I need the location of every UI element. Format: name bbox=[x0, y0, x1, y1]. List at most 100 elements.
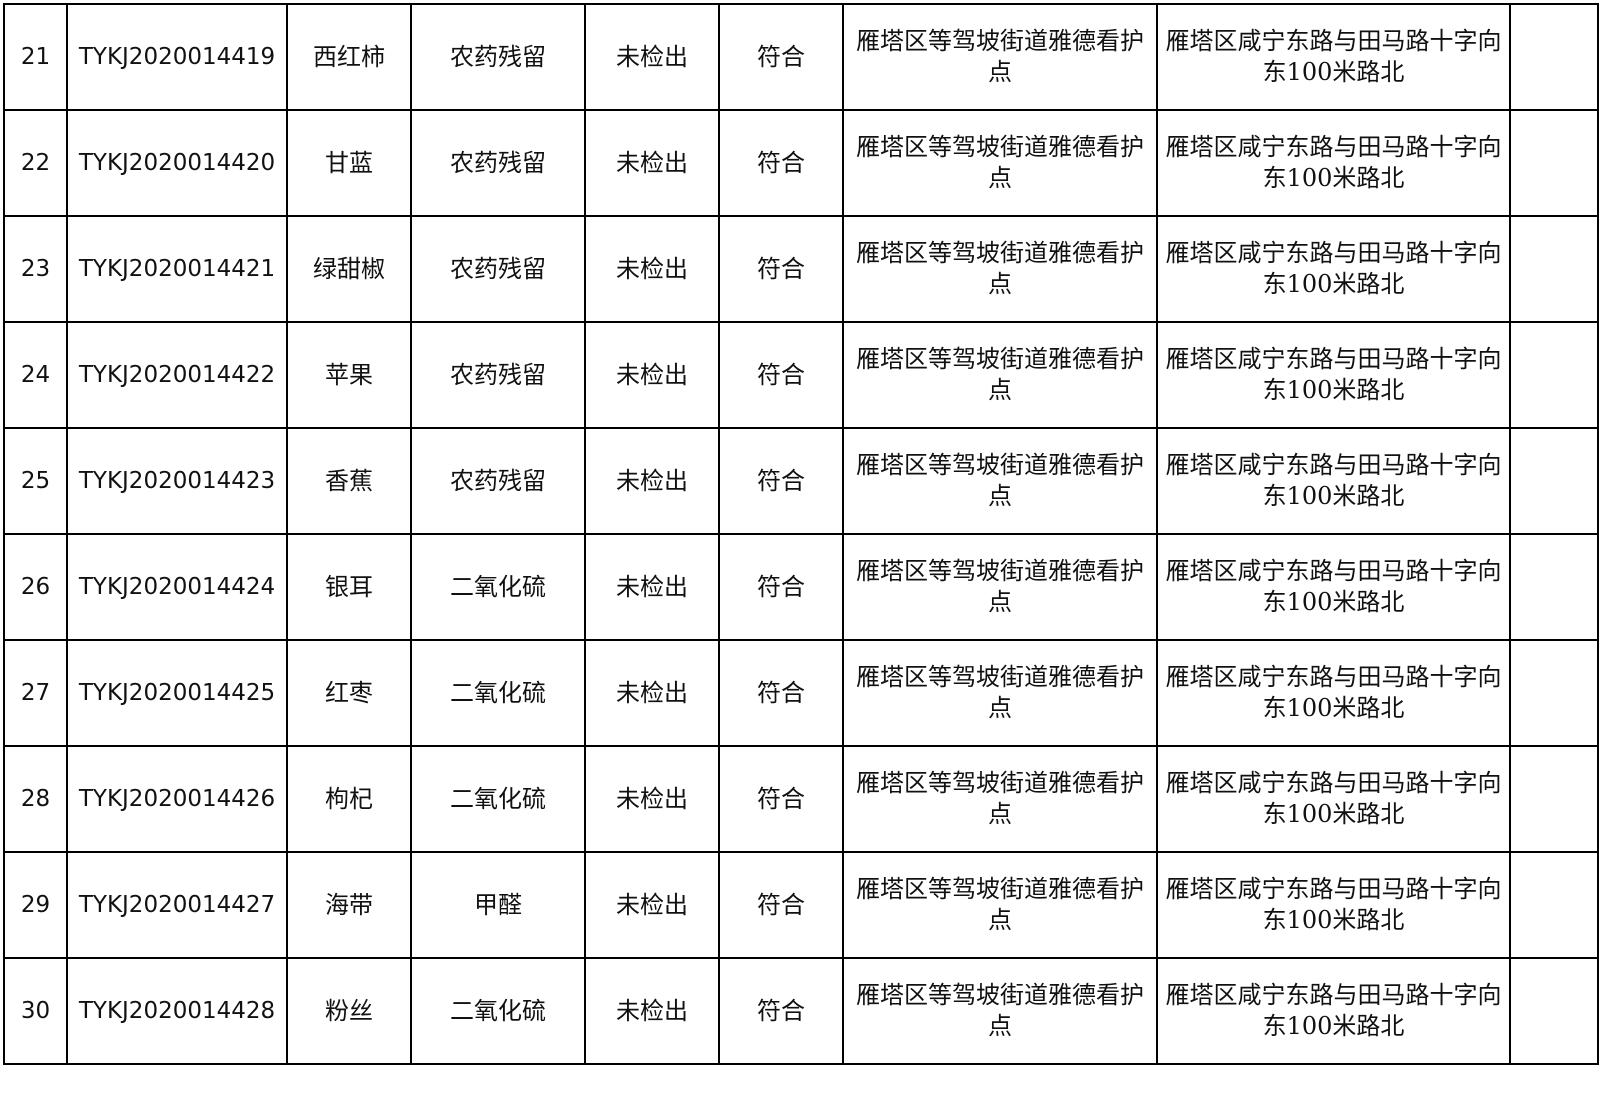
table-row: 24 TYKJ2020014422 苹果 农药残留 未检出 符合 雁塔区等驾坡街道雅德看护点… bbox=[3, 321, 1599, 429]
sampling-unit-cell: 雁塔区等驾坡街道雅德看护点 bbox=[842, 215, 1158, 323]
test-result-cell: 未检出 bbox=[584, 957, 720, 1065]
sample-name-cell: 红枣 bbox=[286, 639, 412, 747]
table-row: 30 TYKJ2020014428 粉丝 二氧化硫 未检出 符合 雁塔区等驾坡街道雅德看护点… bbox=[3, 957, 1599, 1065]
address-cell: 雁塔区咸宁东路与田马路十字向东100米路北 bbox=[1156, 109, 1511, 217]
address-cell: 雁塔区咸宁东路与田马路十字向东100米路北 bbox=[1156, 3, 1511, 111]
sample-code-cell: TYKJ2020014424 bbox=[66, 533, 288, 641]
remark-cell bbox=[1509, 215, 1599, 323]
sampling-unit-cell: 雁塔区等驾坡街道雅德看护点 bbox=[842, 851, 1158, 959]
address-cell: 雁塔区咸宁东路与田马路十字向东100米路北 bbox=[1156, 533, 1511, 641]
row-number-cell: 22 bbox=[3, 109, 68, 217]
test-item-cell: 农药残留 bbox=[410, 215, 586, 323]
test-item-cell: 二氧化硫 bbox=[410, 533, 586, 641]
test-result-cell: 未检出 bbox=[584, 3, 720, 111]
test-result-cell: 未检出 bbox=[584, 851, 720, 959]
test-result-cell: 未检出 bbox=[584, 639, 720, 747]
verdict-cell: 符合 bbox=[718, 533, 844, 641]
test-item-cell: 农药残留 bbox=[410, 427, 586, 535]
sample-code-cell: TYKJ2020014420 bbox=[66, 109, 288, 217]
table-row: 26 TYKJ2020014424 银耳 二氧化硫 未检出 符合 雁塔区等驾坡街道雅德看护点… bbox=[3, 533, 1599, 641]
test-item-cell: 二氧化硫 bbox=[410, 957, 586, 1065]
verdict-cell: 符合 bbox=[718, 109, 844, 217]
test-item-cell: 二氧化硫 bbox=[410, 639, 586, 747]
row-number-cell: 29 bbox=[3, 851, 68, 959]
address-cell: 雁塔区咸宁东路与田马路十字向东100米路北 bbox=[1156, 215, 1511, 323]
row-number-cell: 21 bbox=[3, 3, 68, 111]
sample-name-cell: 西红柿 bbox=[286, 3, 412, 111]
verdict-cell: 符合 bbox=[718, 957, 844, 1065]
table-row: 21 TYKJ2020014419 西红柿 农药残留 未检出 符合 雁塔区等驾坡街道雅德看护… bbox=[3, 3, 1599, 111]
remark-cell bbox=[1509, 3, 1599, 111]
remark-cell bbox=[1509, 745, 1599, 853]
sample-code-cell: TYKJ2020014423 bbox=[66, 427, 288, 535]
test-item-cell: 农药残留 bbox=[410, 321, 586, 429]
sample-code-cell: TYKJ2020014419 bbox=[66, 3, 288, 111]
sampling-unit-cell: 雁塔区等驾坡街道雅德看护点 bbox=[842, 109, 1158, 217]
remark-cell bbox=[1509, 427, 1599, 535]
verdict-cell: 符合 bbox=[718, 427, 844, 535]
sample-name-cell: 银耳 bbox=[286, 533, 412, 641]
sample-code-cell: TYKJ2020014426 bbox=[66, 745, 288, 853]
verdict-cell: 符合 bbox=[718, 321, 844, 429]
remark-cell bbox=[1509, 639, 1599, 747]
test-item-cell: 二氧化硫 bbox=[410, 745, 586, 853]
inspection-results-table: 21 TYKJ2020014419 西红柿 农药残留 未检出 符合 雁塔区等驾坡街道雅德看护… bbox=[3, 3, 1599, 1065]
table-row: 23 TYKJ2020014421 绿甜椒 农药残留 未检出 符合 雁塔区等驾坡街道雅德看护… bbox=[3, 215, 1599, 323]
row-number-cell: 23 bbox=[3, 215, 68, 323]
sample-name-cell: 香蕉 bbox=[286, 427, 412, 535]
address-cell: 雁塔区咸宁东路与田马路十字向东100米路北 bbox=[1156, 851, 1511, 959]
sampling-unit-cell: 雁塔区等驾坡街道雅德看护点 bbox=[842, 3, 1158, 111]
sample-code-cell: TYKJ2020014425 bbox=[66, 639, 288, 747]
sample-name-cell: 粉丝 bbox=[286, 957, 412, 1065]
row-number-cell: 30 bbox=[3, 957, 68, 1065]
test-result-cell: 未检出 bbox=[584, 215, 720, 323]
test-result-cell: 未检出 bbox=[584, 745, 720, 853]
test-item-cell: 农药残留 bbox=[410, 3, 586, 111]
table-row: 22 TYKJ2020014420 甘蓝 农药残留 未检出 符合 雁塔区等驾坡街道雅德看护点… bbox=[3, 109, 1599, 217]
test-result-cell: 未检出 bbox=[584, 109, 720, 217]
test-result-cell: 未检出 bbox=[584, 533, 720, 641]
row-number-cell: 26 bbox=[3, 533, 68, 641]
table-row: 29 TYKJ2020014427 海带 甲醛 未检出 符合 雁塔区等驾坡街道雅德看护点 雁塔… bbox=[3, 851, 1599, 959]
sample-name-cell: 苹果 bbox=[286, 321, 412, 429]
address-cell: 雁塔区咸宁东路与田马路十字向东100米路北 bbox=[1156, 957, 1511, 1065]
test-item-cell: 农药残留 bbox=[410, 109, 586, 217]
sample-code-cell: TYKJ2020014428 bbox=[66, 957, 288, 1065]
address-cell: 雁塔区咸宁东路与田马路十字向东100米路北 bbox=[1156, 639, 1511, 747]
sample-name-cell: 绿甜椒 bbox=[286, 215, 412, 323]
verdict-cell: 符合 bbox=[718, 3, 844, 111]
sampling-unit-cell: 雁塔区等驾坡街道雅德看护点 bbox=[842, 745, 1158, 853]
sampling-unit-cell: 雁塔区等驾坡街道雅德看护点 bbox=[842, 957, 1158, 1065]
test-result-cell: 未检出 bbox=[584, 321, 720, 429]
table-row: 25 TYKJ2020014423 香蕉 农药残留 未检出 符合 雁塔区等驾坡街道雅德看护点… bbox=[3, 427, 1599, 535]
address-cell: 雁塔区咸宁东路与田马路十字向东100米路北 bbox=[1156, 745, 1511, 853]
sample-code-cell: TYKJ2020014427 bbox=[66, 851, 288, 959]
address-cell: 雁塔区咸宁东路与田马路十字向东100米路北 bbox=[1156, 427, 1511, 535]
remark-cell bbox=[1509, 109, 1599, 217]
sample-code-cell: TYKJ2020014421 bbox=[66, 215, 288, 323]
sample-code-cell: TYKJ2020014422 bbox=[66, 321, 288, 429]
remark-cell bbox=[1509, 957, 1599, 1065]
remark-cell bbox=[1509, 533, 1599, 641]
table-row: 27 TYKJ2020014425 红枣 二氧化硫 未检出 符合 雁塔区等驾坡街道雅德看护点… bbox=[3, 639, 1599, 747]
remark-cell bbox=[1509, 321, 1599, 429]
sample-name-cell: 甘蓝 bbox=[286, 109, 412, 217]
remark-cell bbox=[1509, 851, 1599, 959]
sampling-unit-cell: 雁塔区等驾坡街道雅德看护点 bbox=[842, 639, 1158, 747]
sampling-unit-cell: 雁塔区等驾坡街道雅德看护点 bbox=[842, 427, 1158, 535]
sample-name-cell: 海带 bbox=[286, 851, 412, 959]
verdict-cell: 符合 bbox=[718, 639, 844, 747]
table-row: 28 TYKJ2020014426 枸杞 二氧化硫 未检出 符合 雁塔区等驾坡街道雅德看护点… bbox=[3, 745, 1599, 853]
sampling-unit-cell: 雁塔区等驾坡街道雅德看护点 bbox=[842, 533, 1158, 641]
verdict-cell: 符合 bbox=[718, 215, 844, 323]
row-number-cell: 27 bbox=[3, 639, 68, 747]
verdict-cell: 符合 bbox=[718, 851, 844, 959]
verdict-cell: 符合 bbox=[718, 745, 844, 853]
sampling-unit-cell: 雁塔区等驾坡街道雅德看护点 bbox=[842, 321, 1158, 429]
row-number-cell: 25 bbox=[3, 427, 68, 535]
row-number-cell: 24 bbox=[3, 321, 68, 429]
row-number-cell: 28 bbox=[3, 745, 68, 853]
sample-name-cell: 枸杞 bbox=[286, 745, 412, 853]
test-item-cell: 甲醛 bbox=[410, 851, 586, 959]
test-result-cell: 未检出 bbox=[584, 427, 720, 535]
